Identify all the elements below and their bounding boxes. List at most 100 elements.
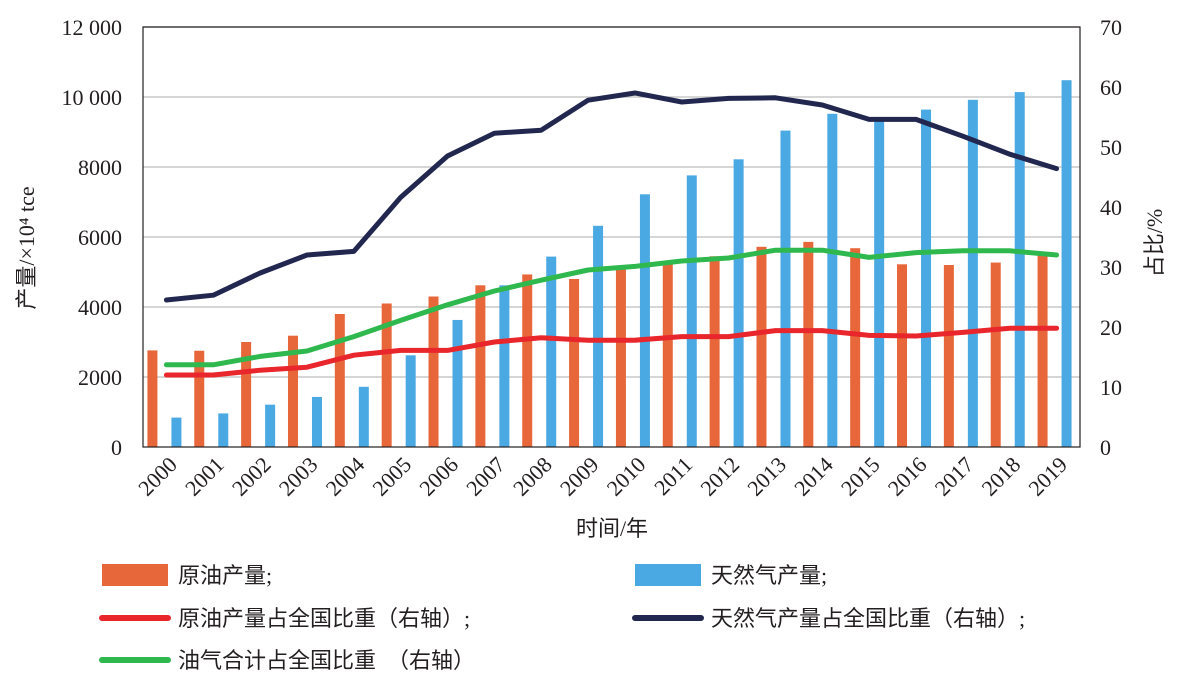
y-tick-label: 0 xyxy=(111,435,122,460)
bar-crude-oil xyxy=(615,268,626,447)
x-tick-label: 2017 xyxy=(930,452,979,501)
y-tick-label: 4000 xyxy=(78,295,122,320)
y-axis-ticks: 0 2000 4000 6000 8000 10 000 12 000 xyxy=(62,15,123,460)
y-tick-label: 12 000 xyxy=(62,15,123,40)
x-tick-label: 2013 xyxy=(742,452,791,501)
legend: 原油产量; 天然气产量; 原油产量占全国比重（右轴）; 天然气产量占全国比重（右轴）;… xyxy=(99,563,1025,673)
bar-crude-oil xyxy=(897,264,908,447)
x-axis-ticks: 2000200120022003200420052006200720082009… xyxy=(133,452,1072,501)
bar-natural-gas xyxy=(218,413,229,447)
x-tick-label: 2005 xyxy=(367,452,416,501)
y-tick-label: 2000 xyxy=(78,365,122,390)
bar-natural-gas xyxy=(311,396,322,447)
y2-tick-label: 70 xyxy=(1100,15,1122,40)
y2-axis-title: 占比/% xyxy=(1142,209,1167,277)
bar-natural-gas xyxy=(921,109,932,447)
legend-crude-oil: 原油产量; xyxy=(102,563,272,588)
y2-tick-label: 30 xyxy=(1100,255,1122,280)
legend-label: 原油产量占全国比重（右轴）; xyxy=(178,606,470,631)
bar-natural-gas xyxy=(733,159,744,448)
x-tick-label: 2011 xyxy=(649,452,697,500)
bar-natural-gas xyxy=(780,130,791,447)
legend-natural-gas: 天然气产量; xyxy=(635,563,827,588)
bar-crude-oil xyxy=(241,342,252,447)
bar-layer xyxy=(147,80,1072,448)
x-tick-label: 2001 xyxy=(180,452,229,501)
bar-crude-oil xyxy=(709,256,720,447)
bar-natural-gas xyxy=(827,113,838,448)
bar-natural-gas xyxy=(405,355,416,447)
bar-crude-oil xyxy=(662,264,673,447)
bar-crude-oil xyxy=(990,262,1001,447)
x-tick-label: 2019 xyxy=(1023,452,1072,501)
x-tick-label: 2010 xyxy=(602,452,651,501)
y-tick-label: 6000 xyxy=(78,225,122,250)
legend-crude-oil-share: 原油产量占全国比重（右轴）; xyxy=(99,606,470,631)
y-tick-label: 8000 xyxy=(78,155,122,180)
bar-crude-oil xyxy=(147,350,158,447)
bar-crude-oil xyxy=(756,246,767,447)
y-axis-title: 产量/×10⁴ tce xyxy=(14,186,39,309)
grid-lines xyxy=(143,26,1080,378)
bar-natural-gas xyxy=(265,404,276,447)
bar-natural-gas xyxy=(452,319,463,447)
y2-tick-label: 10 xyxy=(1100,375,1122,400)
x-tick-label: 2016 xyxy=(883,452,932,501)
bar-natural-gas xyxy=(593,225,604,447)
legend-swatch xyxy=(635,564,701,586)
x-tick-label: 2009 xyxy=(555,452,604,501)
legend-label: 油气合计占全国比重 （右轴） xyxy=(178,648,475,673)
x-tick-label: 2018 xyxy=(976,452,1025,501)
bar-crude-oil xyxy=(381,303,392,447)
y2-tick-label: 50 xyxy=(1100,135,1122,160)
x-tick-label: 2000 xyxy=(133,452,182,501)
bar-crude-oil xyxy=(287,335,298,447)
bar-natural-gas xyxy=(639,194,650,447)
legend-label: 原油产量; xyxy=(178,563,272,588)
legend-natural-gas-share: 天然气产量占全国比重（右轴）; xyxy=(632,606,1025,631)
bar-crude-oil xyxy=(522,274,533,447)
legend-oil-gas-total-share: 油气合计占全国比重 （右轴） xyxy=(99,648,475,673)
x-tick-label: 2006 xyxy=(414,452,463,501)
bar-crude-oil xyxy=(428,296,439,447)
plot-frame xyxy=(142,26,1081,448)
bar-natural-gas xyxy=(1061,80,1072,447)
bar-crude-oil xyxy=(569,279,580,447)
bar-crude-oil xyxy=(1037,255,1048,447)
bar-crude-oil xyxy=(334,314,345,447)
bar-crude-oil xyxy=(803,241,814,447)
y2-tick-label: 60 xyxy=(1100,75,1122,100)
x-tick-label: 2002 xyxy=(227,452,276,501)
bar-natural-gas xyxy=(686,175,697,447)
bar-crude-oil xyxy=(850,248,861,447)
x-tick-label: 2015 xyxy=(836,452,885,501)
bar-natural-gas xyxy=(171,417,182,447)
line-oil-gas-total-share xyxy=(163,247,1060,368)
x-axis-title: 时间/年 xyxy=(576,516,648,541)
y-tick-label: 10 000 xyxy=(62,85,123,110)
x-tick-label: 2014 xyxy=(789,452,838,501)
x-tick-label: 2008 xyxy=(508,452,557,501)
line-crude-oil-share xyxy=(163,325,1060,378)
line-natural-gas-share xyxy=(163,90,1060,303)
legend-swatch xyxy=(102,564,168,586)
x-tick-label: 2003 xyxy=(274,452,323,501)
x-tick-label: 2004 xyxy=(321,452,370,501)
x-tick-label: 2012 xyxy=(695,452,744,501)
y2-tick-label: 0 xyxy=(1100,435,1111,460)
bar-natural-gas xyxy=(546,256,557,447)
bar-crude-oil xyxy=(194,350,205,447)
bar-natural-gas xyxy=(967,99,978,448)
bar-crude-oil xyxy=(475,285,486,447)
legend-label: 天然气产量占全国比重（右轴）; xyxy=(711,606,1025,631)
legend-label: 天然气产量; xyxy=(711,563,827,588)
plot-area-border xyxy=(142,26,1081,448)
y2-tick-label: 20 xyxy=(1100,315,1122,340)
bar-natural-gas xyxy=(874,118,885,447)
y2-axis-ticks: 0 10 20 30 40 50 60 70 xyxy=(1100,15,1122,460)
line-layer xyxy=(163,90,1060,378)
bar-crude-oil xyxy=(943,265,954,447)
bar-natural-gas xyxy=(1014,92,1025,447)
